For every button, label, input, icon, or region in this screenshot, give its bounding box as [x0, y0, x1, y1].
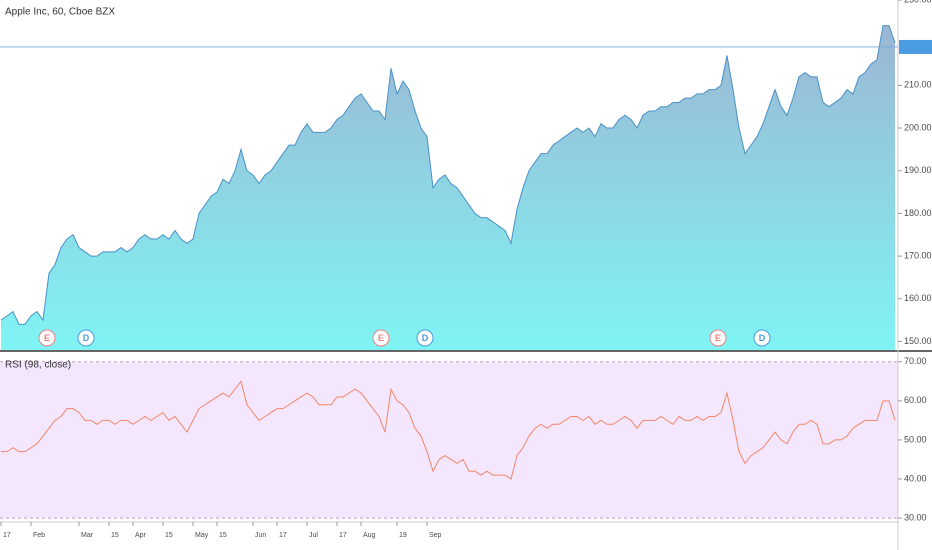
y-tick-label: 230.00 [904, 0, 932, 4]
x-tick-label: Jul [309, 532, 318, 539]
y-tick-label: 70.00 [904, 356, 927, 366]
event-marker [77, 329, 95, 347]
x-tick-label: May [195, 532, 209, 539]
price-line [0, 25, 896, 325]
rsi-line [1, 380, 896, 480]
event-label: E [715, 333, 721, 343]
event-marker [372, 329, 390, 347]
x-tick-label: 17 [279, 532, 287, 539]
x-tick-label: 17 [3, 532, 11, 539]
x-tick-label: Sep [429, 532, 442, 539]
y-tick-label: 30.00 [904, 512, 927, 522]
event-label: E [44, 333, 50, 343]
x-tick-label: Aug [363, 532, 376, 539]
event-label: D [422, 333, 429, 343]
event-marker [709, 329, 727, 347]
y-tick-label: 60.00 [904, 395, 927, 405]
x-tick-label: 17 [339, 532, 347, 539]
x-tick-label: 15 [219, 532, 227, 539]
x-tick-label: Apr [135, 532, 147, 539]
event-marker [416, 329, 434, 347]
y-tick-label: 180.00 [904, 208, 932, 218]
event-marker [753, 329, 771, 347]
x-tick-label: 15 [111, 532, 119, 539]
event-marker [38, 329, 56, 347]
y-tick-label: 190.00 [904, 165, 932, 175]
y-tick-label: 200.00 [904, 122, 932, 132]
y-tick-label: 160.00 [904, 293, 932, 303]
y-tick-label: 50.00 [904, 434, 927, 444]
y-tick-label: 40.00 [904, 473, 927, 483]
rsi-title: RSI (98, close) [5, 360, 71, 371]
x-tick-label: Jun [255, 532, 266, 539]
event-label: D [759, 333, 766, 343]
last-price-box [899, 39, 932, 54]
y-tick-label: 150.00 [904, 336, 932, 346]
x-tick-label: Mar [81, 532, 94, 539]
price-area [1, 25, 895, 351]
plot [0, 25, 898, 519]
y-tick-label: 210.00 [904, 80, 932, 90]
y-tick-label: 170.00 [904, 250, 932, 260]
chart-title: Apple Inc, 60, Cboe BZX [5, 7, 115, 18]
x-tick-label: 19 [399, 532, 407, 539]
rsi-band [0, 361, 898, 519]
x-tick-label: 15 [165, 532, 173, 539]
event-label: D [83, 333, 90, 343]
event-label: E [378, 333, 384, 343]
x-tick-label: Feb [33, 532, 45, 539]
